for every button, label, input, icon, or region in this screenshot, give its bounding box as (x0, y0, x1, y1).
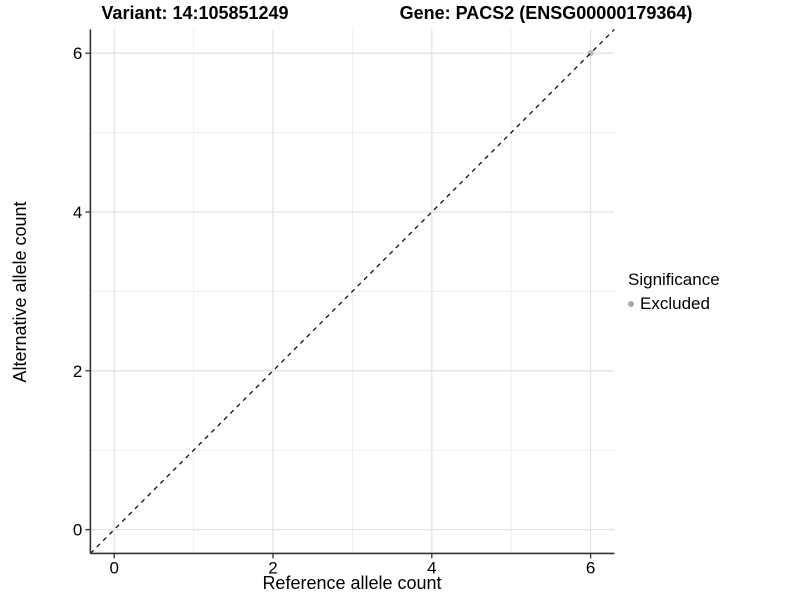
y-tick-label: 6 (73, 44, 82, 63)
legend-item: Excluded (628, 294, 720, 314)
x-tick-label: 4 (427, 558, 436, 577)
legend-title: Significance (628, 270, 720, 289)
gene-title: Gene: PACS2 (ENSG00000179364) (399, 3, 693, 23)
y-tick-label: 4 (73, 203, 82, 222)
x-tick-label: 0 (109, 558, 118, 577)
x-tick-label: 6 (586, 558, 595, 577)
y-tick-label: 0 (73, 521, 82, 540)
variant-title: Variant: 14:105851249 (101, 3, 289, 23)
identity-reference-line (89, 28, 615, 554)
y-tick-label: 2 (73, 362, 82, 381)
x-tick-label: 2 (268, 558, 277, 577)
legend-point-swatch-icon (628, 301, 634, 307)
y-axis-title: Alternative allele count (10, 201, 30, 383)
x-axis-title: Reference allele count (262, 573, 442, 593)
legend: Significance Excluded (628, 270, 720, 314)
legend-items: Excluded (628, 294, 720, 314)
legend-item-label: Excluded (640, 294, 710, 313)
